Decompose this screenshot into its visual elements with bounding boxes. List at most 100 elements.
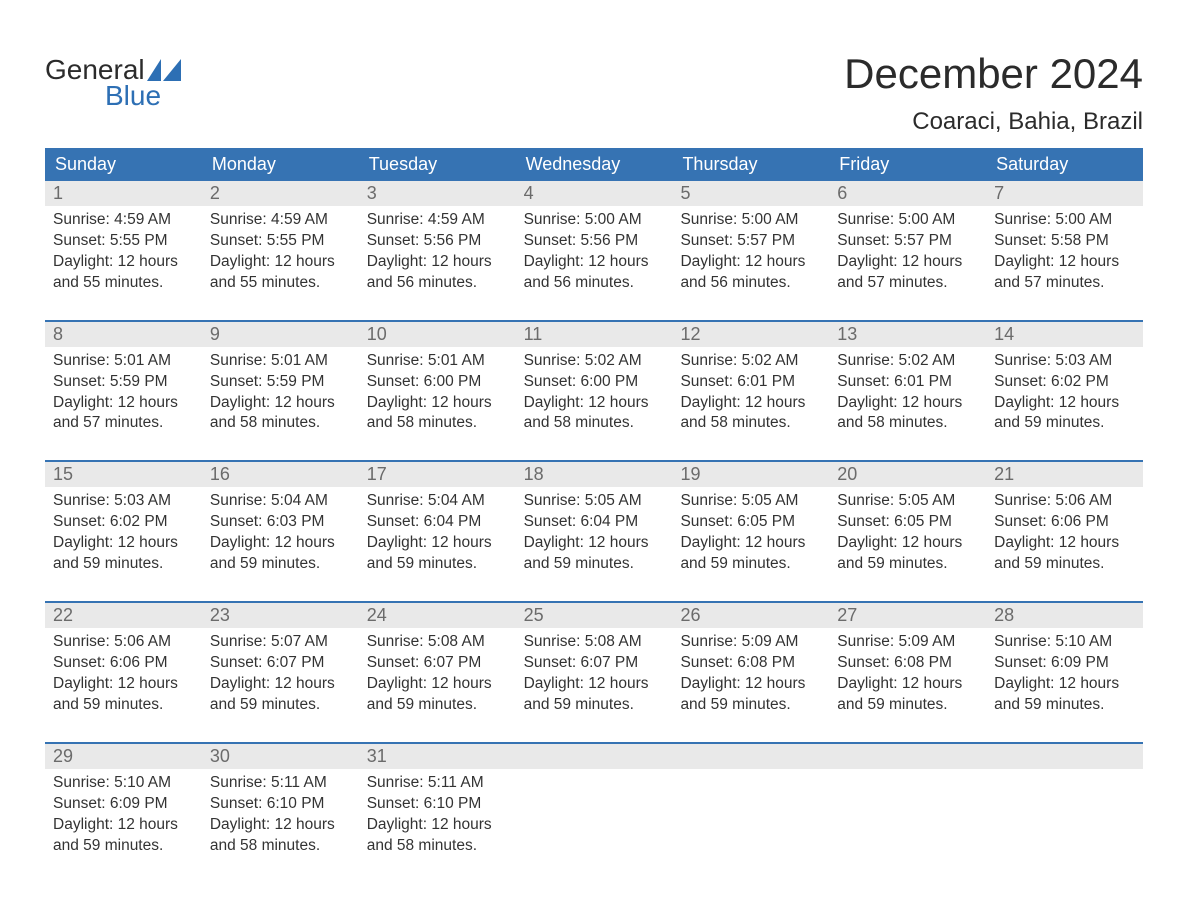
daylight-line-2: and 59 minutes. — [367, 695, 508, 716]
sunset-line: Sunset: 6:01 PM — [837, 372, 978, 393]
sunrise-line: Sunrise: 5:09 AM — [837, 632, 978, 653]
day-cell: 3Sunrise: 4:59 AMSunset: 5:56 PMDaylight… — [359, 181, 516, 300]
day-body: Sunrise: 5:09 AMSunset: 6:08 PMDaylight:… — [829, 628, 986, 722]
day-body: Sunrise: 5:10 AMSunset: 6:09 PMDaylight:… — [45, 769, 202, 863]
daylight-line-1: Daylight: 12 hours — [994, 674, 1135, 695]
day-number-row — [986, 744, 1143, 769]
daylight-line-1: Daylight: 12 hours — [837, 674, 978, 695]
day-number-row: 2 — [202, 181, 359, 206]
daylight-line-1: Daylight: 12 hours — [210, 252, 351, 273]
day-body: Sunrise: 5:10 AMSunset: 6:09 PMDaylight:… — [986, 628, 1143, 722]
day-cell: 29Sunrise: 5:10 AMSunset: 6:09 PMDayligh… — [45, 744, 202, 863]
sunrise-line: Sunrise: 5:10 AM — [994, 632, 1135, 653]
day-cell: 9Sunrise: 5:01 AMSunset: 5:59 PMDaylight… — [202, 322, 359, 441]
sunrise-line: Sunrise: 5:08 AM — [524, 632, 665, 653]
daylight-line-1: Daylight: 12 hours — [210, 533, 351, 554]
day-cell: 4Sunrise: 5:00 AMSunset: 5:56 PMDaylight… — [516, 181, 673, 300]
day-number-row: 6 — [829, 181, 986, 206]
day-number-row — [829, 744, 986, 769]
sunrise-line: Sunrise: 5:11 AM — [210, 773, 351, 794]
day-number: 13 — [829, 322, 986, 347]
daylight-line-2: and 59 minutes. — [53, 836, 194, 857]
daylight-line-1: Daylight: 12 hours — [994, 533, 1135, 554]
sunrise-line: Sunrise: 5:07 AM — [210, 632, 351, 653]
sunset-line: Sunset: 6:07 PM — [524, 653, 665, 674]
day-cell: 21Sunrise: 5:06 AMSunset: 6:06 PMDayligh… — [986, 462, 1143, 581]
sunset-line: Sunset: 5:59 PM — [53, 372, 194, 393]
day-number-row: 14 — [986, 322, 1143, 347]
day-body: Sunrise: 5:04 AMSunset: 6:03 PMDaylight:… — [202, 487, 359, 581]
day-cell: 14Sunrise: 5:03 AMSunset: 6:02 PMDayligh… — [986, 322, 1143, 441]
weekday-wed: Wednesday — [516, 148, 673, 181]
daylight-line-1: Daylight: 12 hours — [210, 393, 351, 414]
day-cell: 13Sunrise: 5:02 AMSunset: 6:01 PMDayligh… — [829, 322, 986, 441]
day-number-row: 21 — [986, 462, 1143, 487]
day-body: Sunrise: 5:08 AMSunset: 6:07 PMDaylight:… — [359, 628, 516, 722]
daylight-line-1: Daylight: 12 hours — [367, 674, 508, 695]
day-number: 30 — [202, 744, 359, 769]
daylight-line-1: Daylight: 12 hours — [680, 252, 821, 273]
daylight-line-2: and 59 minutes. — [53, 554, 194, 575]
day-number-row: 7 — [986, 181, 1143, 206]
daylight-line-2: and 58 minutes. — [837, 413, 978, 434]
sunrise-line: Sunrise: 5:10 AM — [53, 773, 194, 794]
day-cell: 2Sunrise: 4:59 AMSunset: 5:55 PMDaylight… — [202, 181, 359, 300]
sunrise-line: Sunrise: 5:09 AM — [680, 632, 821, 653]
sunrise-line: Sunrise: 5:04 AM — [210, 491, 351, 512]
daylight-line-2: and 55 minutes. — [53, 273, 194, 294]
day-cell: 11Sunrise: 5:02 AMSunset: 6:00 PMDayligh… — [516, 322, 673, 441]
day-number-row: 1 — [45, 181, 202, 206]
day-body: Sunrise: 4:59 AMSunset: 5:55 PMDaylight:… — [45, 206, 202, 300]
day-body: Sunrise: 5:09 AMSunset: 6:08 PMDaylight:… — [672, 628, 829, 722]
sunset-line: Sunset: 6:02 PM — [994, 372, 1135, 393]
day-cell: 8Sunrise: 5:01 AMSunset: 5:59 PMDaylight… — [45, 322, 202, 441]
day-number: 14 — [986, 322, 1143, 347]
daylight-line-2: and 59 minutes. — [210, 554, 351, 575]
week-row: 15Sunrise: 5:03 AMSunset: 6:02 PMDayligh… — [45, 460, 1143, 581]
day-body: Sunrise: 5:08 AMSunset: 6:07 PMDaylight:… — [516, 628, 673, 722]
day-number-row: 22 — [45, 603, 202, 628]
day-cell: 6Sunrise: 5:00 AMSunset: 5:57 PMDaylight… — [829, 181, 986, 300]
day-cell: 18Sunrise: 5:05 AMSunset: 6:04 PMDayligh… — [516, 462, 673, 581]
sunset-line: Sunset: 5:55 PM — [210, 231, 351, 252]
day-cell: 30Sunrise: 5:11 AMSunset: 6:10 PMDayligh… — [202, 744, 359, 863]
day-body: Sunrise: 5:02 AMSunset: 6:00 PMDaylight:… — [516, 347, 673, 441]
day-number: 8 — [45, 322, 202, 347]
header: General Blue December 2024 Coaraci, Bahi… — [45, 50, 1143, 136]
daylight-line-2: and 59 minutes. — [524, 554, 665, 575]
day-body: Sunrise: 5:03 AMSunset: 6:02 PMDaylight:… — [986, 347, 1143, 441]
sunset-line: Sunset: 5:57 PM — [837, 231, 978, 252]
sunset-line: Sunset: 5:55 PM — [53, 231, 194, 252]
daylight-line-1: Daylight: 12 hours — [680, 393, 821, 414]
sunset-line: Sunset: 6:06 PM — [994, 512, 1135, 533]
day-cell: 19Sunrise: 5:05 AMSunset: 6:05 PMDayligh… — [672, 462, 829, 581]
sunset-line: Sunset: 6:04 PM — [367, 512, 508, 533]
sunset-line: Sunset: 6:07 PM — [367, 653, 508, 674]
daylight-line-2: and 58 minutes. — [524, 413, 665, 434]
day-body: Sunrise: 5:00 AMSunset: 5:58 PMDaylight:… — [986, 206, 1143, 300]
day-cell: 20Sunrise: 5:05 AMSunset: 6:05 PMDayligh… — [829, 462, 986, 581]
day-number: 17 — [359, 462, 516, 487]
day-number: 7 — [986, 181, 1143, 206]
day-cell: 15Sunrise: 5:03 AMSunset: 6:02 PMDayligh… — [45, 462, 202, 581]
day-number: 11 — [516, 322, 673, 347]
day-number-row: 25 — [516, 603, 673, 628]
sunset-line: Sunset: 6:02 PM — [53, 512, 194, 533]
day-number: 24 — [359, 603, 516, 628]
day-number: 21 — [986, 462, 1143, 487]
day-body: Sunrise: 5:01 AMSunset: 6:00 PMDaylight:… — [359, 347, 516, 441]
day-number-row: 30 — [202, 744, 359, 769]
week-row: 1Sunrise: 4:59 AMSunset: 5:55 PMDaylight… — [45, 181, 1143, 300]
day-number-row: 26 — [672, 603, 829, 628]
sunrise-line: Sunrise: 5:08 AM — [367, 632, 508, 653]
day-number: 31 — [359, 744, 516, 769]
day-body: Sunrise: 5:06 AMSunset: 6:06 PMDaylight:… — [45, 628, 202, 722]
daylight-line-2: and 56 minutes. — [524, 273, 665, 294]
daylight-line-2: and 57 minutes. — [994, 273, 1135, 294]
daylight-line-2: and 58 minutes. — [210, 836, 351, 857]
day-number-row: 31 — [359, 744, 516, 769]
daylight-line-1: Daylight: 12 hours — [837, 393, 978, 414]
day-cell: 28Sunrise: 5:10 AMSunset: 6:09 PMDayligh… — [986, 603, 1143, 722]
daylight-line-2: and 59 minutes. — [367, 554, 508, 575]
daylight-line-1: Daylight: 12 hours — [524, 252, 665, 273]
